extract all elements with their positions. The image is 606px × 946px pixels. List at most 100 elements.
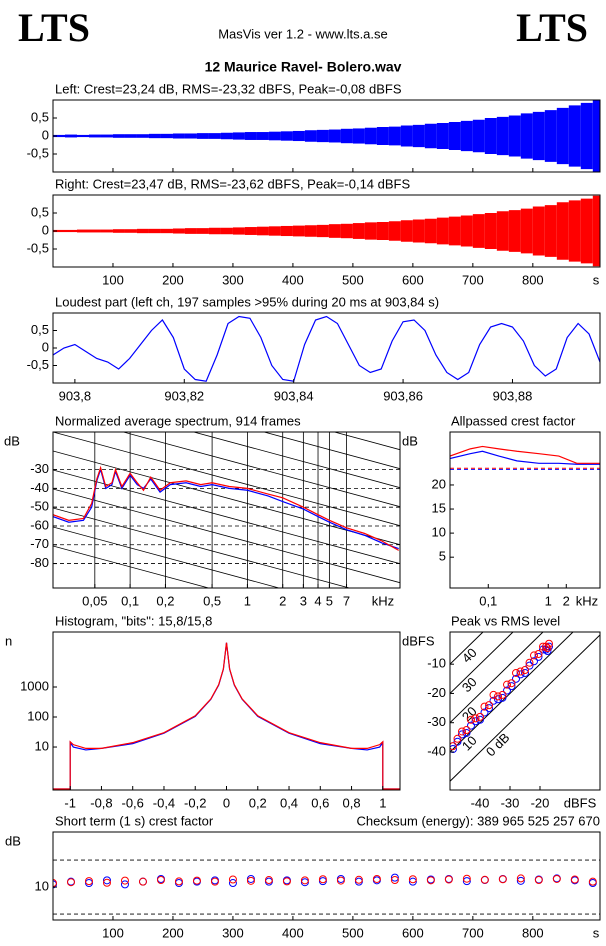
x-tick-label: -0,6 [122,795,144,810]
diagonal-guide [53,488,400,584]
x-tick-label: 3 [300,593,307,608]
diagonal-guide [53,507,351,588]
data-point [336,876,345,885]
y-axis-label: dB [5,833,21,848]
crest-line [450,632,544,724]
x-tick-label: 2 [563,593,570,608]
y-tick-label: -20 [427,685,446,700]
y-tick-label: 100 [27,708,49,723]
y-axis-label: dB [4,433,20,448]
crest-line-label: 30 [459,674,480,695]
data-point [282,877,291,886]
data-point [534,652,543,661]
x-tick-label: 4 [314,593,321,608]
diagonal-guide [53,545,211,588]
data-point [543,644,552,653]
data-point [530,651,538,660]
panel [53,100,600,172]
logo-right: LTS [516,5,588,50]
diagonal-guide [53,242,400,336]
data-point [503,680,511,689]
x-tick-label: 400 [282,925,304,940]
data-line [450,445,600,464]
data-point [525,658,534,667]
x-tick-label: 0,6 [311,795,329,810]
data-point [476,715,484,724]
data-point [228,879,237,888]
diagonal-guide [262,432,400,470]
panel-frame [52,99,601,173]
crest-line-label: 40 [459,645,480,666]
data-point [444,875,453,884]
x-axis-label: dBFS [564,795,597,810]
x-axis-label: s [593,925,600,940]
diagonal-guide [53,526,281,588]
data-line [450,450,600,465]
panel-frame [449,631,601,791]
data-point [588,877,597,886]
data-point [570,875,579,884]
diagonal-guide [121,432,400,508]
y-tick-label: -0,5 [27,240,49,255]
data-point [467,721,475,730]
x-tick-label: 903,84 [274,388,314,403]
y-tick-label: -30 [30,461,49,476]
x-tick-label: 5 [326,593,333,608]
x-tick-label: 600 [402,272,424,287]
data-point [138,877,147,886]
data-point [516,670,525,679]
data-point [462,728,471,737]
y-tick-label: 10 [35,879,49,894]
y-tick-label: -40 [427,743,446,758]
data-point [498,693,507,702]
data-point [450,742,457,751]
panel [53,642,400,790]
x-tick-label: -40 [471,795,490,810]
data-point [485,704,493,713]
x-tick-label: 0,8 [343,795,361,810]
y-tick-label: 1000 [20,678,49,693]
x-tick-label: 903,86 [383,388,423,403]
x-tick-label: 1 [379,795,386,810]
y-tick-label: 0,5 [31,322,49,337]
data-point [390,873,399,882]
data-point [120,876,129,885]
data-point [264,876,273,885]
x-tick-label: 0,2 [156,593,174,608]
data-point [53,879,57,888]
data-point [480,708,489,717]
data-line [53,465,400,551]
x-tick-label: 1 [545,593,552,608]
data-point [426,876,435,885]
x-tick-label: 7 [343,593,350,608]
diagonal-guide [332,432,400,451]
y-tick-label: 5 [439,549,446,564]
data-point [545,639,553,648]
x-tick-label: 0,4 [280,795,298,810]
x-tick-label: 500 [342,925,364,940]
data-point [545,642,553,651]
x-tick-label: 0,1 [121,593,139,608]
panel [450,445,600,470]
y-tick-label: 10 [432,525,446,540]
x-tick-label: -0,8 [90,795,112,810]
y-tick-label: 0 [42,127,49,142]
data-point [300,876,309,885]
x-tick-label: 700 [462,272,484,287]
y-tick-label: -10 [427,656,446,671]
data-point [507,682,516,691]
data-point [102,878,111,887]
y-tick-label: -70 [30,536,49,551]
diagonal-guide [192,432,400,489]
x-tick-label: 100 [102,925,124,940]
x-tick-label: -0,2 [184,795,206,810]
data-point [450,745,457,754]
data-point [476,712,484,721]
data-point [494,695,502,704]
app-title: MasVis ver 1.2 - www.lts.a.se [218,26,388,41]
data-point [485,701,493,710]
y-tick-label: -40 [30,480,49,495]
data-point [530,657,538,666]
